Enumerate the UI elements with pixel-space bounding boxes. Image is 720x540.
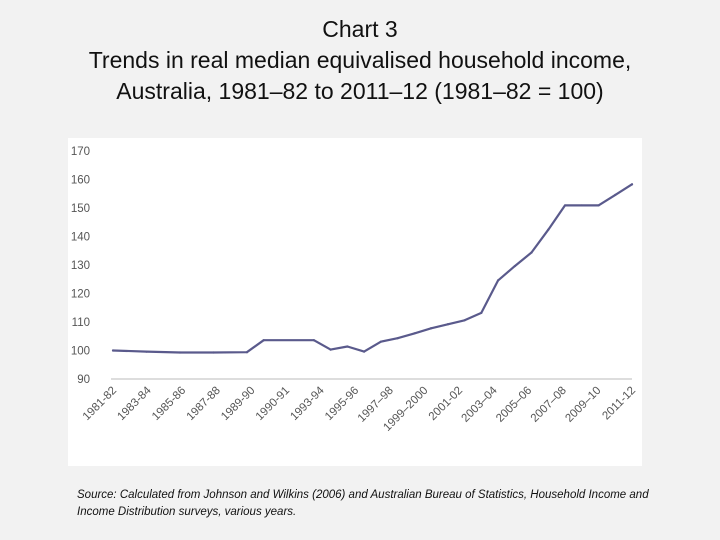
income-trend-line xyxy=(111,183,634,354)
data-point xyxy=(262,339,265,342)
chart-subtitle-line-2: Australia, 1981–82 to 2011–12 (1981–82 =… xyxy=(116,78,604,104)
x-tick-label: 1989-90 xyxy=(219,385,257,423)
y-tick-label: 130 xyxy=(71,260,90,272)
data-point xyxy=(312,339,316,342)
data-point xyxy=(513,265,516,268)
data-point xyxy=(329,348,332,351)
data-point xyxy=(547,228,550,231)
y-tick-label: 160 xyxy=(71,175,90,187)
y-tick-label: 170 xyxy=(71,146,90,158)
data-point xyxy=(396,337,399,340)
data-point xyxy=(580,204,583,207)
x-tick-label: 1993-94 xyxy=(288,384,327,423)
data-point xyxy=(446,323,449,326)
x-tick-label: 2003–04 xyxy=(460,384,501,425)
x-tick-label: 2005–06 xyxy=(494,385,534,425)
y-tick-label: 120 xyxy=(71,289,90,301)
x-tick-label: 2009–10 xyxy=(563,385,603,425)
data-point xyxy=(363,350,366,353)
chart-card: 90 100 110 120 130 140 150 160 170 1981-82 1983-84… xyxy=(68,138,642,466)
data-point xyxy=(379,340,382,343)
y-tick-label: 90 xyxy=(77,374,90,386)
line-chart: 90 100 110 120 130 140 150 160 170 1981-821983-84… xyxy=(71,146,638,434)
x-tick-label: 1983-84 xyxy=(115,384,154,423)
x-tick-label: 1990-91 xyxy=(254,385,292,423)
x-tick-label: 1981-82 xyxy=(81,385,119,423)
data-point xyxy=(212,351,215,354)
data-point xyxy=(111,349,115,352)
chart-title: Chart 3 xyxy=(322,16,398,42)
data-point xyxy=(630,183,634,186)
chart-title-block: Chart 3 Trends in real median equivalise… xyxy=(0,14,720,107)
x-tick-label: 2007–08 xyxy=(529,385,569,425)
y-tick-label: 110 xyxy=(72,317,90,329)
data-point xyxy=(145,350,148,353)
data-point xyxy=(530,251,533,254)
y-tick-label: 150 xyxy=(71,203,90,215)
x-tick-label: 1987-88 xyxy=(185,385,223,423)
y-tick-label: 100 xyxy=(71,346,90,358)
data-point xyxy=(496,279,500,282)
data-point xyxy=(614,193,617,196)
data-point xyxy=(480,311,483,314)
x-tick-label: 1985-86 xyxy=(150,385,188,423)
data-point xyxy=(563,204,567,207)
y-tick-label: 140 xyxy=(71,232,90,244)
data-point xyxy=(346,345,349,348)
data-point xyxy=(597,204,600,207)
data-point xyxy=(413,332,416,335)
data-point xyxy=(463,319,466,322)
x-tick-label: 2011-12 xyxy=(600,385,638,423)
source-note: Source: Calculated from Johnson and Wilk… xyxy=(77,489,649,518)
chart-subtitle-line-1: Trends in real median equivalised househ… xyxy=(88,47,632,73)
data-point xyxy=(245,351,249,354)
data-point xyxy=(178,351,182,354)
data-point xyxy=(429,327,433,330)
